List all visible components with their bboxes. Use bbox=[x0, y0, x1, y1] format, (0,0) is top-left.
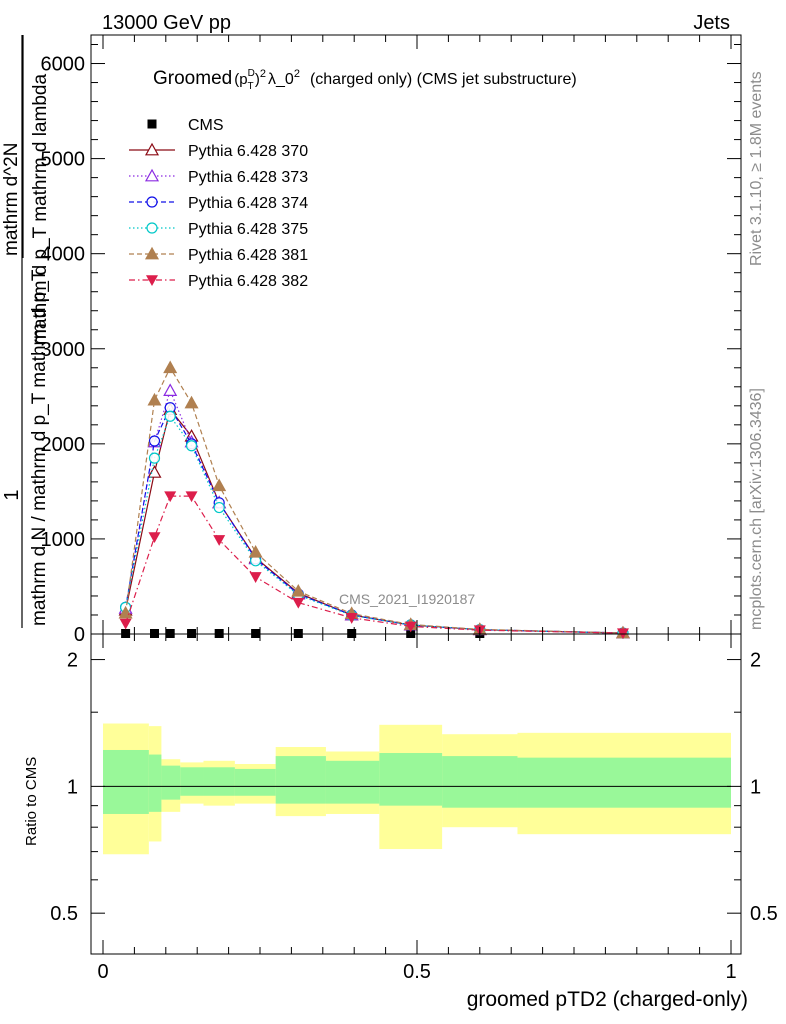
ratio-frame: 0.5 0.5 1 1 2 2 0 0.5 1 bbox=[50, 633, 778, 983]
legend-label: Pythia 6.428 375 bbox=[188, 221, 308, 238]
rivet-label: Rivet 3.1.10, ≥ 1.8M events bbox=[748, 71, 765, 266]
legend-marker bbox=[144, 246, 160, 260]
plot-title: Groomed (pTD)2 λ_02 (charged only) (CMS jet… bbox=[153, 68, 577, 92]
title-rest: (charged only) (CMS jet substructure) bbox=[310, 71, 577, 88]
x-tick-label: 1 bbox=[725, 961, 736, 983]
data-point bbox=[213, 501, 225, 514]
data-point bbox=[147, 465, 162, 478]
title-lambda-sup: 2 bbox=[294, 68, 300, 80]
data-point bbox=[184, 395, 199, 409]
ratio-y-tick-label-right: 1 bbox=[750, 776, 761, 798]
x-tick-label: 0 bbox=[97, 961, 108, 983]
data-point bbox=[164, 491, 177, 503]
ylabel-denominator: mathrm d N / mathrm d p_T mathrm d p_T bbox=[29, 269, 50, 626]
inner-band bbox=[275, 756, 326, 804]
data-point bbox=[404, 621, 417, 633]
title-lambda: λ_0 bbox=[268, 71, 294, 88]
inner-band bbox=[103, 749, 149, 814]
data-point bbox=[163, 383, 178, 396]
data-point bbox=[213, 535, 226, 546]
x-axis-label: groomed pTD2 (charged-only) bbox=[467, 988, 748, 1011]
legend-label: Pythia 6.428 381 bbox=[188, 247, 308, 264]
data-point bbox=[164, 410, 176, 422]
ratio-y-tick-label-right: 2 bbox=[750, 650, 761, 672]
inner-band bbox=[442, 756, 518, 808]
ratio-ylabel: Ratio to CMS bbox=[23, 757, 40, 846]
legend-label: Pythia 6.428 374 bbox=[188, 195, 308, 212]
ratio-bands bbox=[103, 723, 731, 855]
data-point bbox=[212, 478, 227, 492]
legend-label: Pythia 6.428 382 bbox=[188, 273, 308, 290]
inner-band bbox=[180, 767, 204, 796]
y-tick-label: 5000 bbox=[41, 149, 86, 171]
ratio-plot-border bbox=[90, 633, 742, 955]
title-sub-t: T bbox=[248, 81, 254, 92]
ratio-y-tick-label: 0.5 bbox=[50, 903, 78, 925]
data-point bbox=[292, 597, 305, 609]
inner-band bbox=[148, 754, 162, 812]
ylabel-numerator-bottom: mathrm d p_T mathrm d lambda bbox=[30, 74, 51, 345]
legend-marker bbox=[146, 275, 158, 286]
data-point bbox=[249, 572, 262, 583]
data-point bbox=[291, 583, 306, 597]
title-sup-2: 2 bbox=[260, 68, 266, 80]
inner-band bbox=[203, 767, 235, 796]
ratio-y-tick-label: 1 bbox=[67, 776, 78, 798]
ylabel-numerator-top: mathrm d^2N bbox=[1, 143, 22, 256]
y-tick-label: 2000 bbox=[41, 434, 86, 456]
main-ylabel: 1 mathrm d N / mathrm d p_T mathrm d p_T… bbox=[1, 35, 51, 628]
series-6 bbox=[119, 491, 629, 640]
legend-marker bbox=[144, 142, 160, 156]
data-point bbox=[118, 605, 133, 619]
legend-label: Pythia 6.428 373 bbox=[188, 169, 308, 186]
legend: CMS Pythia 6.428 370 Pythia 6.428 373 Pythi… bbox=[129, 117, 308, 290]
inner-band bbox=[379, 753, 443, 806]
ratio-y-tick-label: 2 bbox=[67, 650, 78, 672]
inner-band bbox=[325, 760, 380, 804]
x-tick-label: 0.5 bbox=[403, 961, 431, 983]
legend-label: Pythia 6.428 370 bbox=[188, 143, 308, 160]
inner-band bbox=[517, 757, 731, 808]
data-point bbox=[119, 618, 132, 630]
header-right: Jets bbox=[693, 12, 730, 34]
title-lead: Groomed bbox=[153, 68, 232, 89]
data-point bbox=[148, 452, 161, 464]
watermark: CMS_2021_I1920187 bbox=[339, 591, 475, 607]
data-point bbox=[185, 491, 198, 503]
legend-marker bbox=[144, 168, 160, 182]
main-frame: 0 1000 2000 3000 4000 5000 6000 bbox=[41, 34, 742, 646]
y-tick-label: 3000 bbox=[41, 339, 86, 361]
title-sup-d: D bbox=[248, 68, 255, 79]
ratio-y-tick-label-right: 0.5 bbox=[750, 903, 778, 925]
y-tick-label: 6000 bbox=[41, 54, 86, 76]
data-point bbox=[163, 360, 178, 374]
y-tick-label: 1000 bbox=[41, 529, 86, 551]
legend-label: CMS bbox=[188, 117, 224, 134]
y-tick-label: 0 bbox=[74, 624, 85, 646]
data-point bbox=[147, 392, 162, 406]
inner-band bbox=[234, 768, 276, 796]
inner-band bbox=[161, 765, 181, 800]
data-point bbox=[148, 435, 161, 447]
y-tick-label: 4000 bbox=[41, 244, 86, 266]
legend-marker bbox=[146, 222, 158, 234]
legend-marker bbox=[147, 119, 157, 129]
header-left: 13000 GeV pp bbox=[102, 12, 231, 34]
series-line bbox=[125, 495, 624, 634]
mcplots-label: mcplots.cern.ch [arXiv:1306.3436] bbox=[748, 388, 765, 630]
legend-marker bbox=[146, 196, 158, 208]
data-point bbox=[248, 544, 263, 558]
ylabel-one: 1 bbox=[1, 489, 23, 500]
data-point bbox=[345, 613, 358, 624]
data-point bbox=[148, 532, 161, 544]
data-point bbox=[185, 440, 198, 452]
